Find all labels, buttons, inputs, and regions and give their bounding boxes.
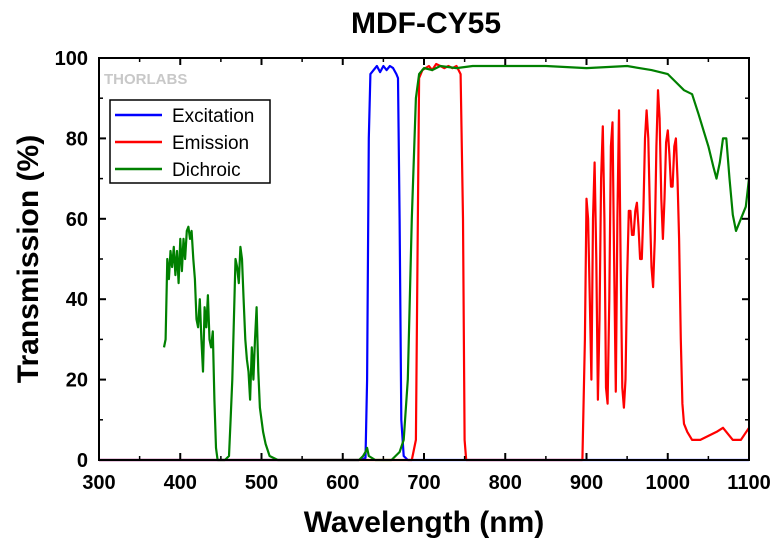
x-tick-label: 500 (245, 472, 278, 494)
y-tick-label: 100 (55, 48, 88, 70)
x-tick-label: 300 (82, 472, 115, 494)
legend-label-excitation: Excitation (172, 106, 254, 127)
y-tick-label: 0 (77, 450, 88, 472)
series-line-excitation (99, 64, 749, 462)
series-layer (99, 62, 751, 462)
legend-label-emission: Emission (172, 133, 249, 154)
legend: Excitation Emission Dichroic (109, 99, 271, 184)
x-tick-label: 600 (326, 472, 359, 494)
y-tick-label: 40 (66, 289, 88, 311)
x-tick-label: 400 (164, 472, 197, 494)
y-tick-label: 80 (66, 128, 88, 150)
y-tick-label: 20 (66, 370, 88, 392)
x-tick-label: 1000 (646, 472, 691, 494)
y-axis-title: Transmission (%) (12, 135, 45, 383)
y-tick-label: 60 (66, 209, 88, 231)
series-line-emission (99, 62, 750, 462)
thorlabs-watermark: THORLABS (104, 71, 187, 88)
series-line-dichroic (162, 64, 751, 462)
chart-title: MDF-CY55 (351, 7, 501, 40)
x-tick-label: 900 (570, 472, 603, 494)
x-tick-label: 800 (489, 472, 522, 494)
x-tick-label: 700 (407, 472, 440, 494)
legend-label-dichroic: Dichroic (172, 160, 241, 181)
x-axis-title: Wavelength (nm) (304, 506, 545, 539)
x-tick-label: 1100 (727, 472, 770, 494)
ticks-layer: 300 400 500 600 700 800 900 1000 1100 0 20 40 60 80 10… (55, 48, 771, 494)
